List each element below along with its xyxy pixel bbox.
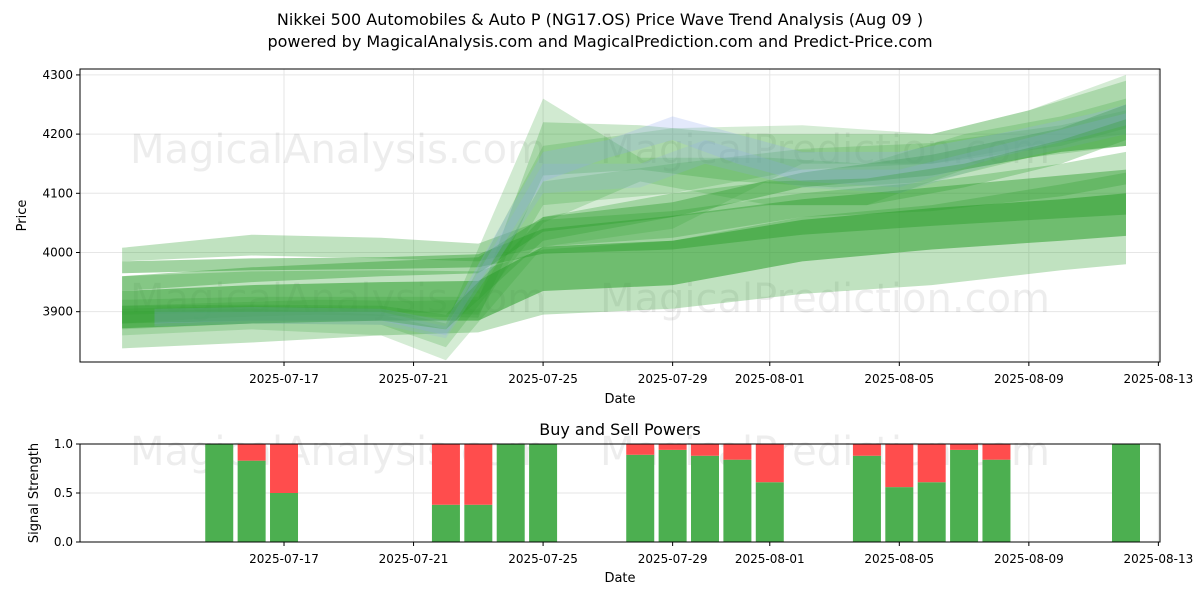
buy-bar	[237, 460, 266, 542]
price-y-tick-label: 4200	[42, 127, 73, 141]
buy-bar	[982, 459, 1011, 542]
price-wave-band	[122, 119, 1127, 330]
price-x-tick-label: 2025-07-17	[249, 372, 319, 386]
sell-bar	[691, 444, 720, 456]
sell-bar	[755, 444, 784, 483]
price-x-tick-label: 2025-07-21	[379, 372, 449, 386]
price-wave-band	[122, 80, 1127, 324]
signal-x-tick-label: 2025-08-01	[735, 552, 805, 566]
buy-bar	[529, 444, 558, 542]
watermark-text: MagicalPrediction.com	[600, 127, 1050, 173]
price-wave-band	[122, 98, 1127, 348]
buy-bar	[464, 504, 493, 542]
buy-bar	[917, 482, 946, 542]
price-x-tick-label: 2025-07-29	[638, 372, 708, 386]
price-x-tick-label: 2025-07-25	[508, 372, 578, 386]
signal-x-tick-label: 2025-07-17	[249, 552, 319, 566]
price-wave-band	[122, 169, 1127, 274]
chart-title: Nikkei 500 Automobiles & Auto P (NG17.OS…	[276, 10, 924, 29]
price-wave-band	[122, 74, 1127, 361]
sell-bar	[626, 444, 655, 455]
signal-x-tick-label: 2025-07-21	[379, 552, 449, 566]
price-wave-band	[122, 104, 1127, 291]
sell-bar	[950, 444, 979, 450]
sell-bar	[464, 444, 493, 505]
price-y-tick-label: 3900	[42, 305, 73, 319]
price-wave-band	[122, 172, 1127, 349]
price-x-tick-label: 2025-08-01	[735, 372, 805, 386]
price-x-tick-label: 2025-08-09	[994, 372, 1064, 386]
price-wave-band	[154, 113, 1126, 339]
price-wave-band	[122, 151, 1127, 262]
buy-bar	[270, 493, 299, 542]
signal-x-axis-label: Date	[604, 571, 635, 586]
buy-bar	[496, 444, 525, 542]
chart-subtitle: powered by MagicalAnalysis.com and Magic…	[267, 32, 933, 51]
buy-bar	[852, 455, 881, 542]
sell-bar	[917, 444, 946, 483]
buy-bar	[431, 504, 460, 542]
price-y-tick-label: 4100	[42, 186, 73, 200]
signal-y-tick-label: 0.0	[54, 535, 73, 549]
buy-bar	[626, 454, 655, 542]
sell-bar	[885, 444, 914, 488]
signal-x-tick-label: 2025-08-09	[994, 552, 1064, 566]
signal-y-tick-label: 0.5	[54, 486, 73, 500]
signal-y-axis-label: Signal Strength	[27, 443, 42, 543]
sell-bar	[852, 444, 881, 456]
buy-bar	[658, 449, 687, 542]
buy-bar	[885, 487, 914, 542]
price-wave-band	[154, 104, 1126, 336]
signal-x-tick-label: 2025-08-05	[864, 552, 934, 566]
sell-bar	[723, 444, 752, 460]
price-wave-band	[122, 110, 1127, 315]
price-x-tick-label: 2025-08-05	[864, 372, 934, 386]
price-x-tick-label: 2025-08-13	[1124, 372, 1194, 386]
sell-bar	[982, 444, 1011, 460]
signal-panel: MagicalAnalysis.com MagicalPrediction.com…	[27, 420, 1193, 586]
buy-bar	[950, 449, 979, 542]
price-wave-band	[122, 193, 1127, 329]
buy-bar	[691, 455, 720, 542]
buy-bar	[755, 482, 784, 542]
sell-bar	[658, 444, 687, 450]
price-y-axis-label: Price	[15, 200, 30, 232]
signal-y-tick-label: 1.0	[54, 437, 73, 451]
price-panel: MagicalAnalysis.com MagicalPrediction.com…	[15, 68, 1193, 407]
price-y-tick-label: 4000	[42, 245, 73, 259]
watermark-text: MagicalAnalysis.com	[130, 127, 546, 173]
price-plot-frame	[79, 68, 1161, 363]
signal-panel-title: Buy and Sell Powers	[539, 420, 701, 439]
signal-x-tick-label: 2025-08-13	[1124, 552, 1194, 566]
price-y-tick-label: 4300	[42, 68, 73, 82]
price-x-axis-label: Date	[604, 392, 635, 407]
buy-bar	[205, 444, 234, 542]
signal-x-tick-label: 2025-07-25	[508, 552, 578, 566]
buy-bar	[1111, 444, 1140, 542]
buy-bar	[723, 459, 752, 542]
signal-x-tick-label: 2025-07-29	[638, 552, 708, 566]
sell-bar	[237, 444, 266, 461]
sell-bar	[270, 444, 299, 493]
sell-bar	[431, 444, 460, 505]
